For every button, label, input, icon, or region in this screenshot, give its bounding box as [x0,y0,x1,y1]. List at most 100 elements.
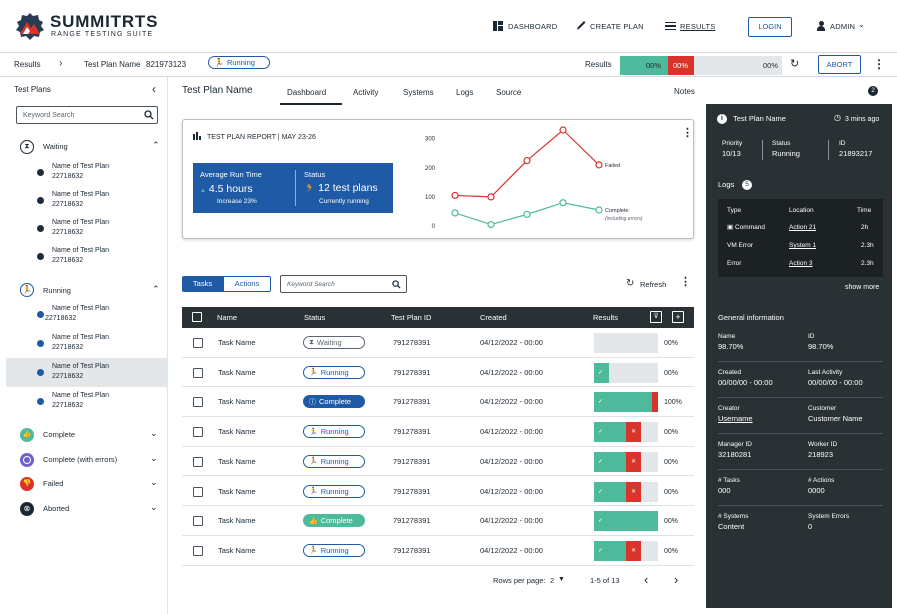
group-complete[interactable]: Complete [43,430,76,439]
next-page-icon[interactable]: › [674,572,679,587]
show-more-link[interactable]: show more [845,284,880,291]
created-date: 04/12/2022 - 00:00 [480,427,543,437]
breadcrumb-results[interactable]: Results [14,60,41,69]
chevron-down-icon[interactable]: ⌄ [150,502,158,512]
task-name[interactable]: Task Name [218,545,256,555]
report-more-icon[interactable]: ⋮ [682,127,693,139]
group-complete-errors[interactable]: Complete (with errors) [43,455,118,464]
row-checkbox[interactable] [193,427,203,438]
sidebar-search-input[interactable]: Keyword Search [16,106,158,124]
nav-create-plan[interactable]: CREATE PLAN [590,22,644,31]
task-name[interactable]: Task Name [218,397,256,407]
x-icon: ✕ [631,458,637,465]
header-name[interactable]: Name [217,313,238,322]
task-name[interactable]: Task Name [218,516,256,526]
table-row[interactable]: Task Name ⧗ Waiting 791278391 04/12/2022 - 0… [182,328,694,358]
tab-systems[interactable]: Systems [403,88,434,97]
more-icon[interactable]: ⋮ [873,57,885,71]
status-badge: 🏃 Running [303,484,365,498]
header-results[interactable]: Results [593,313,619,322]
refresh-icon[interactable]: ↻ [790,58,800,70]
details-panel: i Test Plan Name ◷ 3 mins ago Priority 1… [706,104,892,608]
data-point-complete [451,209,459,217]
info-value[interactable]: Username [718,414,753,423]
refresh-button[interactable]: Refresh [640,280,667,289]
tasks-more-icon[interactable]: ⋮ [680,276,691,288]
select-all-checkbox[interactable] [192,312,202,322]
table-row[interactable]: Task Name 🏃 Running 791278391 04/12/2022 - 0… [182,417,694,447]
sidebar-plan-name[interactable]: Name of Test Plan [52,191,110,198]
prev-page-icon[interactable]: ‹ [644,572,649,587]
log-location-link[interactable]: Action 3 [789,260,813,267]
add-column-icon[interactable]: + [672,311,684,323]
row-checkbox[interactable] [193,545,203,556]
log-location-link[interactable]: System 1 [789,242,817,249]
logs-label: Logs [718,180,735,189]
chevron-up-icon[interactable]: ⌃ [152,140,160,150]
task-name[interactable]: Task Name [218,427,256,437]
task-name[interactable]: Task Name [218,486,256,496]
row-checkbox[interactable] [193,456,203,467]
table-row[interactable]: Task Name 🏃 Running 791278391 04/12/2022 - 0… [182,477,694,507]
refresh-icon[interactable]: ↻ [626,278,635,289]
abort-button[interactable]: ABORT [818,55,861,74]
task-name[interactable]: Task Name [218,367,256,377]
task-name[interactable]: Task Name [218,338,256,347]
chevron-down-icon[interactable]: ⌄ [150,453,158,463]
table-row[interactable]: Task Name 🏃 Running 791278391 04/12/2022 - 0… [182,447,694,477]
log-location-link[interactable]: Action 21 [789,224,817,231]
tab-logs[interactable]: Logs [456,88,474,97]
rows-per-page-select[interactable]: 2 [550,576,555,585]
sidebar-plan-name[interactable]: Name of Test Plan [52,334,110,341]
log-header-location: Location [789,207,814,214]
table-row[interactable]: Task Name 🏃 Running 791278391 04/12/2022 - 0… [182,358,694,388]
row-checkbox[interactable] [193,397,203,408]
task-name[interactable]: Task Name [218,456,256,466]
task-search-input[interactable]: Keyword Search [280,275,407,293]
chevron-down-icon[interactable]: ⌄ [150,477,158,487]
sidebar-plan-name[interactable]: Name of Test Plan [52,363,110,370]
group-failed[interactable]: Failed [43,479,64,488]
table-row[interactable]: Task Name ⓘ Complete 791278391 04/12/2022 - … [182,387,694,418]
result-bar: ✓ ✕ [594,540,658,561]
group-aborted[interactable]: Aborted [43,504,70,513]
sidebar-plan-name[interactable]: Name of Test Plan [52,163,110,170]
nav-results[interactable]: RESULTS [680,22,716,31]
row-checkbox[interactable] [193,516,203,527]
chevron-up-icon[interactable]: ⌃ [152,284,160,294]
sidebar-selected-row[interactable] [6,358,168,387]
status-badge-label: Running [226,58,255,67]
admin-menu[interactable]: ADMIN [830,22,856,31]
header-status[interactable]: Status [304,313,326,322]
chevron-down-icon[interactable]: ⌄ [150,428,158,438]
filter-icon[interactable]: ⊽ [650,311,662,323]
row-checkbox[interactable] [193,486,203,497]
row-checkbox[interactable] [193,338,203,348]
check-icon: ✓ [598,488,604,495]
header-created[interactable]: Created [480,313,507,322]
table-row[interactable]: Task Name 👍 Complete 791278391 04/12/2022 - … [182,506,694,536]
caret-down-icon[interactable]: ▼ [558,576,565,583]
login-button[interactable]: LOGIN [748,17,792,37]
nav-dashboard[interactable]: DASHBOARD [508,22,558,31]
table-row[interactable]: Task Name 🏃 Running 791278391 04/12/2022 - 0… [182,536,694,566]
kpi-run-label: Average Run Time [200,170,262,179]
sidebar-plan-name[interactable]: Name of Test Plan [52,392,110,399]
tab-source[interactable]: Source [496,88,522,97]
group-running[interactable]: Running [43,286,71,295]
group-waiting[interactable]: Waiting [43,142,68,151]
collapse-icon[interactable]: ‹ [152,82,156,96]
result-bar: ✓ ✕ [594,422,658,443]
sidebar-plan-id: 22718632 [52,229,84,236]
header-plan-id[interactable]: Test Plan ID [391,313,432,322]
sidebar-plan-name[interactable]: Name of Test Plan [52,247,110,254]
tab-activity[interactable]: Activity [353,88,379,97]
sidebar-plan-name[interactable]: Name of Test Plan [52,305,110,312]
notes-button[interactable]: Notes [674,87,695,96]
tab-tasks[interactable]: Tasks [182,276,223,292]
tab-dashboard[interactable]: Dashboard [287,88,327,97]
tab-actions[interactable]: Actions [223,276,271,292]
row-checkbox[interactable] [193,367,203,378]
info-value: 00/00/00 - 00:00 [718,378,773,387]
sidebar-plan-name[interactable]: Name of Test Plan [52,219,110,226]
